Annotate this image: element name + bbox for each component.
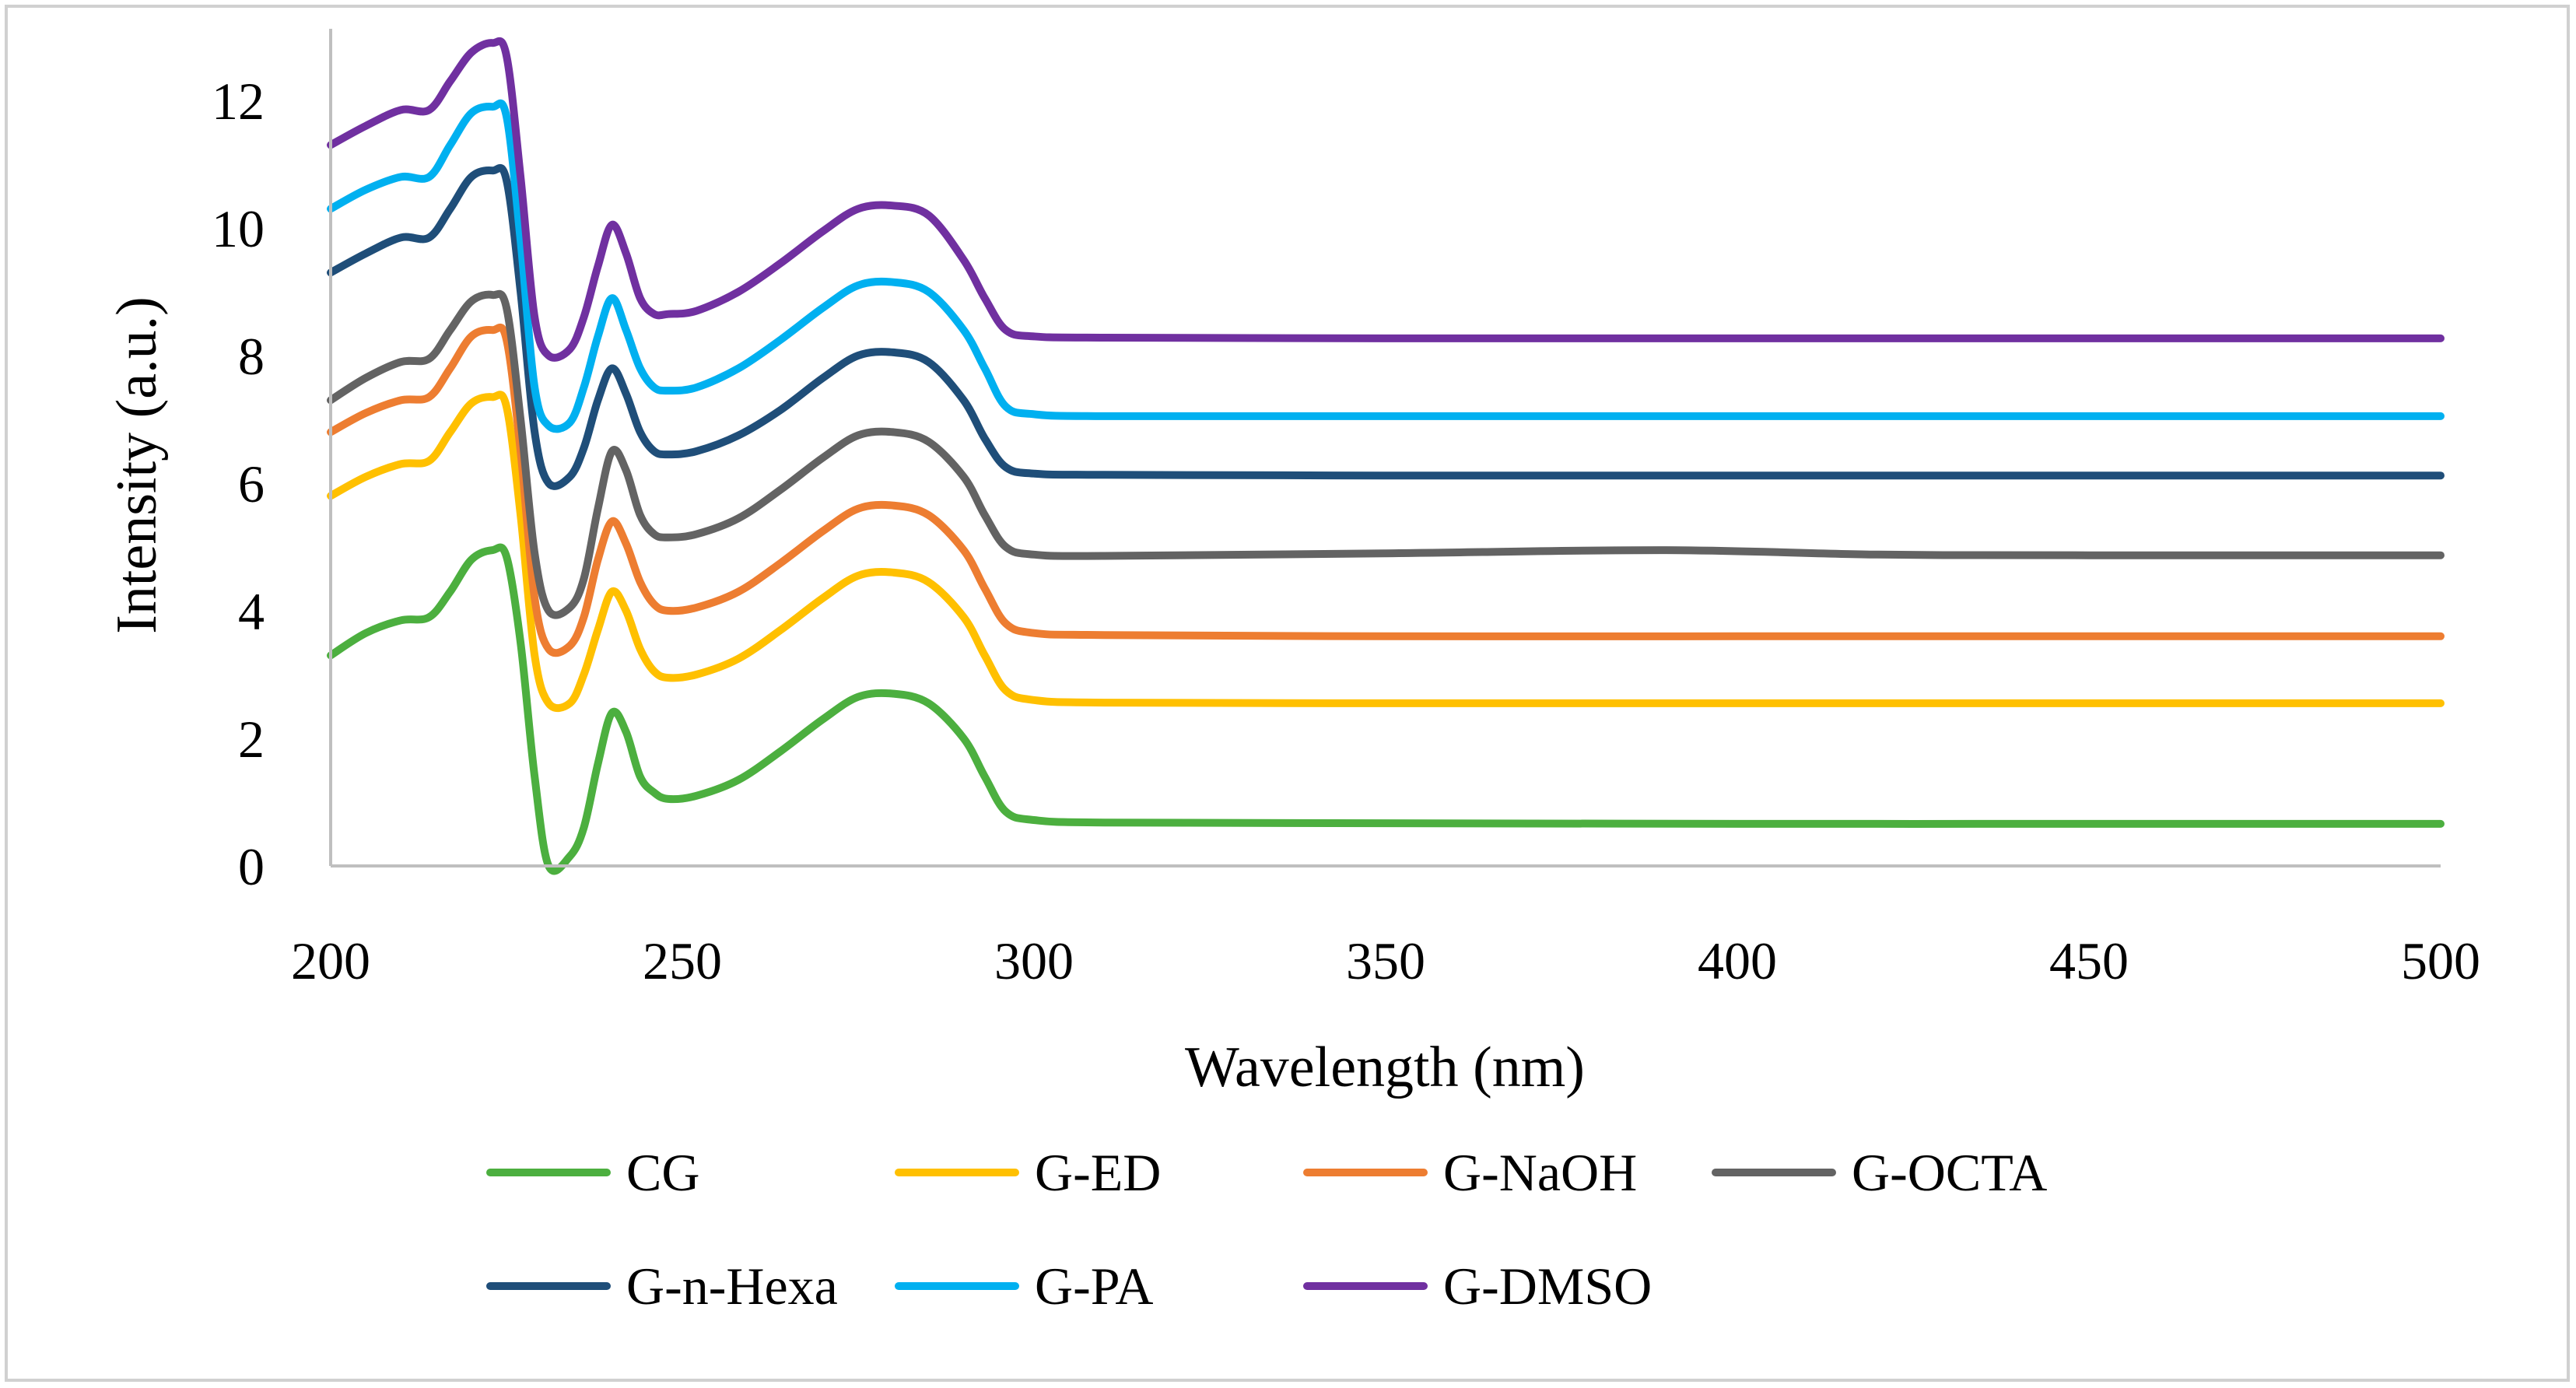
legend-label: G-PA: [1035, 1257, 1153, 1316]
legend-item: G-NaOH: [1303, 1143, 1637, 1202]
x-tick-label: 300: [994, 931, 1074, 990]
legend-item: G-DMSO: [1303, 1257, 1652, 1316]
legend-item: G-PA: [895, 1257, 1153, 1316]
y-axis-title: Intensity (a.u.): [105, 296, 169, 634]
x-tick-label: 400: [1698, 931, 1777, 990]
y-tick-label: 8: [238, 327, 265, 386]
y-tick-label: 10: [212, 199, 265, 258]
x-tick-label: 450: [2049, 931, 2129, 990]
legend-label: G-n-Hexa: [626, 1257, 838, 1316]
legend-label: G-ED: [1035, 1143, 1161, 1202]
y-tick-label: 0: [238, 837, 265, 896]
axes: [329, 29, 2441, 868]
y-tick-label: 2: [238, 710, 265, 769]
series-line-g-n-hexa: [327, 164, 2445, 490]
y-tick-label: 4: [238, 582, 265, 641]
legend: CG G-ED G-NaOH G-OCTA G-n-Hexa G-PA G-DMSO: [486, 1143, 2047, 1316]
x-axis-title: Wavelength (nm): [1185, 1036, 1585, 1099]
y-tick-label: 12: [212, 72, 265, 131]
legend-item: CG: [486, 1143, 699, 1202]
plot-lines: [327, 37, 2445, 875]
series-line-cg: [327, 543, 2445, 875]
x-tick-labels: 200 250 300 350 400 450 500: [291, 931, 2480, 990]
legend-item: G-n-Hexa: [486, 1257, 838, 1316]
x-tick-label: 200: [291, 931, 370, 990]
series-line-g-naoh: [327, 324, 2445, 657]
legend-item: G-ED: [895, 1143, 1161, 1202]
x-tick-label: 350: [1346, 931, 1425, 990]
x-tick-label: 500: [2401, 931, 2480, 990]
legend-item: G-OCTA: [1712, 1143, 2047, 1202]
series-line-g-octa: [327, 289, 2445, 619]
legend-label: G-DMSO: [1443, 1257, 1652, 1316]
series-line-g-pa: [327, 99, 2445, 433]
x-tick-label: 250: [643, 931, 722, 990]
y-tick-label: 6: [238, 454, 265, 513]
series-line-g-dmso: [327, 37, 2445, 362]
series-line-g-ed: [327, 391, 2445, 713]
legend-label: G-NaOH: [1443, 1143, 1637, 1202]
legend-label: G-OCTA: [1852, 1143, 2047, 1202]
y-tick-labels: 0 2 4 6 8 10 12: [212, 72, 265, 896]
legend-label: CG: [626, 1143, 699, 1202]
